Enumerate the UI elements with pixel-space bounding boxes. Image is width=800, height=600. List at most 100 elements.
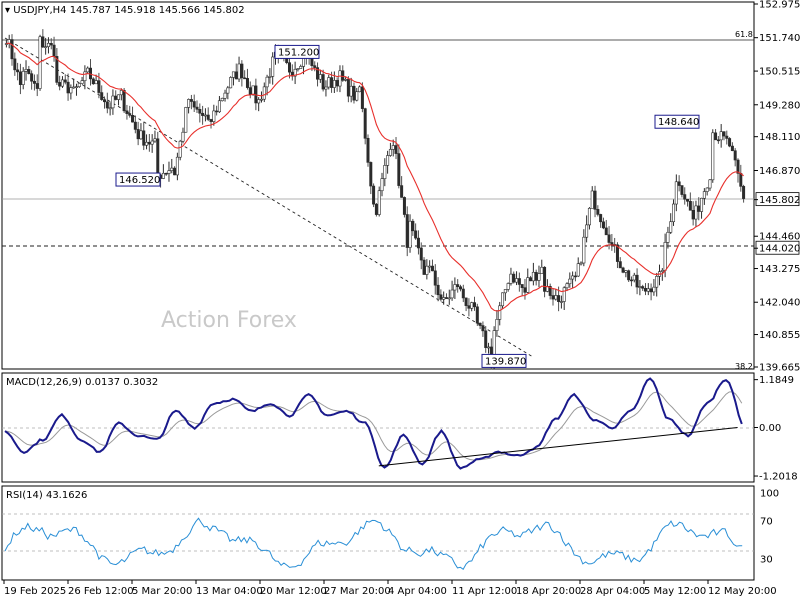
price-annotation-label: 139.870: [485, 356, 526, 367]
chart-header: ▾ USDJPY,H4 145.787 145.918 145.566 145.…: [5, 5, 245, 16]
candle-body: [400, 185, 404, 198]
candle-body: [590, 190, 594, 209]
candle-body: [330, 77, 334, 88]
candle-body: [694, 205, 698, 220]
candle-body: [601, 221, 605, 229]
rsi-tick-label: 100: [760, 489, 779, 500]
candle-body: [114, 95, 118, 100]
candle-body: [268, 76, 272, 78]
candle-body: [257, 99, 261, 104]
candle-body: [131, 115, 135, 123]
candle-body: [58, 82, 62, 87]
candle-body: [571, 275, 575, 280]
watermark: Action Forex: [161, 308, 297, 333]
candle-body: [372, 185, 376, 205]
price-annotation-label: 148.640: [658, 117, 699, 128]
candle-body: [394, 145, 398, 154]
candle-body: [66, 81, 70, 94]
candle-body: [635, 274, 639, 288]
candle-body: [509, 273, 513, 284]
candle-body: [243, 77, 247, 80]
candle-body: [416, 237, 420, 249]
candle-body: [531, 271, 535, 282]
candle-body: [212, 110, 216, 122]
candle-body: [425, 265, 429, 275]
candle-body: [430, 265, 434, 272]
candle-body: [559, 301, 563, 303]
candle-body: [44, 46, 48, 48]
candle-body: [537, 273, 541, 281]
price-tick-label: 149.280: [759, 100, 800, 111]
candle-body: [646, 288, 650, 292]
candle-body: [288, 62, 292, 73]
candle-body: [285, 57, 289, 63]
candle-body: [621, 267, 625, 273]
macd-line: [4, 377, 743, 470]
candle-body: [456, 284, 460, 288]
candle-body: [663, 242, 667, 271]
candle-body: [526, 277, 530, 293]
candle-body: [624, 270, 628, 273]
candle-body: [184, 107, 188, 133]
candle-body: [436, 284, 440, 296]
price-annotation-label: 151.200: [278, 47, 319, 58]
candle-body: [46, 42, 50, 47]
candle-body: [366, 137, 370, 163]
candle-body: [467, 305, 471, 309]
macd-tick-label: 0.00: [759, 423, 781, 434]
candle-body: [293, 68, 297, 77]
candle-body: [391, 145, 395, 150]
candle-body: [10, 39, 14, 60]
candle-body: [35, 83, 39, 89]
candle-body: [203, 114, 207, 117]
candle-body: [596, 209, 600, 215]
candle-body: [669, 221, 673, 233]
candle-body: [136, 129, 140, 140]
time-tick-label: 18 Apr 20:00: [516, 586, 581, 597]
candle-body: [433, 270, 437, 286]
candle-body: [674, 181, 678, 205]
candle-body: [332, 80, 336, 88]
candle-body: [464, 297, 468, 306]
price-tick-label: 151.740: [759, 33, 800, 44]
candle-body: [178, 140, 182, 158]
candle-body: [299, 66, 303, 69]
time-tick-label: 20 Mar 12:00: [260, 586, 327, 597]
candle-body: [453, 284, 457, 291]
candle-body: [484, 330, 488, 348]
candle-body: [568, 278, 572, 285]
price-trendline: [4, 37, 534, 358]
candle-body: [60, 79, 64, 87]
candle-body: [4, 43, 8, 45]
price-tick-label: 145.802: [759, 195, 800, 206]
candle-body: [520, 284, 524, 288]
candle-body: [324, 86, 328, 90]
candle-body: [728, 138, 732, 147]
price-tick-label: 140.855: [759, 330, 800, 341]
candle-body: [458, 286, 462, 290]
candle-body: [231, 71, 235, 78]
macd-tick-label: 1.1849: [759, 375, 794, 386]
price-tick-label: 144.460: [759, 232, 800, 243]
candle-body: [540, 266, 544, 274]
candle-body: [733, 150, 737, 161]
candle-body: [355, 91, 359, 101]
candle-body: [245, 78, 249, 88]
candle-body: [554, 295, 558, 300]
candle-body: [722, 131, 726, 137]
candle-body: [352, 85, 356, 101]
candle-body: [150, 140, 154, 145]
candle-body: [83, 71, 87, 82]
candle-body: [195, 106, 199, 110]
macd-trendline: [378, 427, 738, 467]
candle-body: [316, 67, 320, 80]
candle-body: [97, 80, 101, 93]
candle-body: [439, 294, 443, 300]
candle-body: [32, 80, 36, 84]
candle-body: [327, 77, 331, 88]
candle-body: [529, 277, 533, 282]
candle-body: [229, 77, 233, 89]
time-tick-label: 26 Feb 12:00: [68, 586, 134, 597]
time-tick-label: 5 May 12:00: [644, 586, 706, 597]
candle-body: [74, 86, 78, 88]
